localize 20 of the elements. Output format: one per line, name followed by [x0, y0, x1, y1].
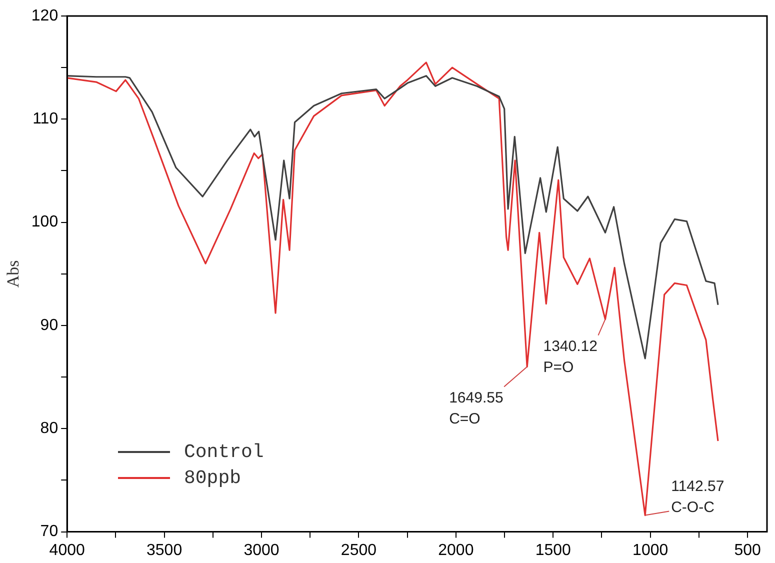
- annotation: 1142.57 C-O-C: [671, 478, 724, 516]
- legend-label: 80ppb: [184, 467, 242, 489]
- annotation: 1340.12 P=O: [543, 338, 598, 376]
- x-tick-label: 1500: [535, 542, 572, 559]
- x-tick-label: 3500: [146, 542, 182, 559]
- y-tick-label: 90: [40, 316, 58, 334]
- legend-label: Control: [184, 441, 264, 463]
- x-tick-label: 2000: [438, 542, 474, 559]
- y-tick-label: 120: [31, 7, 58, 24]
- annotation: 1649.55 C=O: [449, 389, 504, 428]
- y-tick-label: 110: [32, 110, 58, 128]
- x-tick-label: 4000: [49, 542, 85, 559]
- x-tick-label: 3000: [244, 542, 280, 559]
- y-tick-label: 100: [31, 214, 58, 231]
- x-tick-label: 1000: [632, 542, 668, 559]
- y-tick-label: 70: [40, 523, 58, 540]
- x-tick-label: 2500: [340, 542, 377, 559]
- x-tick-label: 500: [734, 542, 762, 559]
- y-tick-label: 80: [40, 420, 58, 438]
- y-axis-title: Abs: [4, 260, 23, 288]
